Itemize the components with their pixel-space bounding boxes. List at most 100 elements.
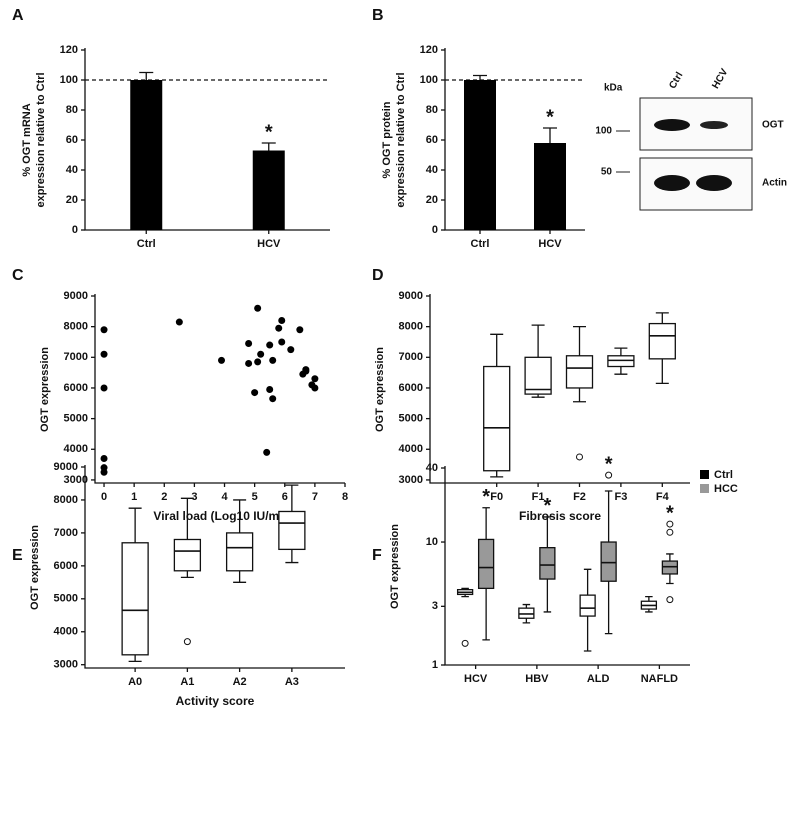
x-tick-label: F4: [656, 491, 670, 503]
legend-swatch: [700, 470, 709, 479]
y-tick-label: 5000: [54, 593, 78, 605]
box: [173, 538, 202, 572]
y-tick-label: 7000: [54, 527, 78, 539]
y-tick-label: 40: [426, 164, 438, 176]
whisker-high: [180, 497, 194, 540]
x-tick-label: F0: [490, 491, 503, 503]
whisker-low: [543, 579, 552, 613]
marker-label: 50: [601, 167, 613, 178]
whisker-high: [666, 553, 674, 562]
whisker-high: [573, 326, 586, 356]
y-tick-label: 5000: [399, 413, 423, 425]
x-tick-label: 0: [101, 491, 107, 503]
band: [696, 175, 732, 191]
whisker-high: [655, 312, 669, 324]
whisker-high: [482, 507, 490, 540]
box: [225, 532, 254, 572]
y-tick-label: 8000: [399, 321, 423, 333]
point: [175, 318, 183, 326]
y-tick-label: 6000: [399, 382, 423, 394]
box: [539, 547, 556, 580]
error-bar: [473, 74, 487, 80]
point: [100, 326, 108, 334]
x-tick-label: F1: [532, 491, 545, 503]
point: [269, 356, 277, 364]
y-tick-label: 4000: [399, 443, 423, 455]
x-tick-label: Ctrl: [471, 238, 490, 250]
panel-letter: F: [372, 547, 382, 564]
error-bar: [261, 142, 276, 151]
y-axis-label: OGT expression: [374, 347, 386, 432]
point: [245, 359, 253, 367]
point: [311, 375, 319, 383]
y-tick-label: 120: [60, 44, 78, 56]
whisker-low: [482, 588, 490, 641]
blot-unit: kDa: [604, 83, 623, 94]
y-tick-label: 100: [420, 74, 438, 86]
y-tick-label: 7000: [64, 351, 88, 363]
point: [275, 324, 283, 332]
y-tick-label: 20: [426, 194, 438, 206]
box: [477, 538, 495, 590]
x-tick-label: 6: [282, 491, 288, 503]
panel-letter: B: [372, 7, 384, 24]
y-axis-label: expression relative to Ctrl: [35, 72, 47, 207]
point: [218, 356, 226, 364]
y-tick-label: 3000: [399, 474, 423, 486]
whisker-high: [583, 568, 592, 596]
significance: *: [543, 495, 551, 517]
box: [579, 594, 596, 617]
x-tick-label: HBV: [525, 673, 549, 685]
y-tick-label: 0: [72, 224, 78, 236]
point: [257, 350, 265, 358]
x-tick-label: Ctrl: [137, 238, 156, 250]
y-tick-label: 80: [66, 104, 78, 116]
y-axis-label: expression relative to Ctrl: [395, 72, 407, 207]
y-tick-label: 8000: [64, 321, 88, 333]
y-tick-label: 60: [66, 134, 78, 146]
y-tick-label: 4000: [64, 443, 88, 455]
point: [296, 326, 304, 334]
whisker-low: [285, 549, 299, 564]
band: [654, 175, 690, 191]
x-tick-label: A0: [128, 676, 142, 688]
y-tick-label: 80: [426, 104, 438, 116]
y-tick-label: 20: [66, 194, 78, 206]
y-axis-label: % OGT protein: [381, 101, 393, 178]
outlier: [576, 453, 583, 461]
x-tick-label: 2: [161, 491, 167, 503]
significance: *: [482, 486, 490, 508]
outlier: [666, 520, 674, 528]
box: [121, 542, 149, 656]
bar: [252, 150, 285, 230]
x-tick-label: 4: [221, 491, 228, 503]
point: [278, 338, 286, 346]
point: [254, 358, 262, 366]
outlier: [461, 639, 469, 647]
box: [524, 356, 552, 395]
x-tick-label: F2: [573, 491, 586, 503]
x-tick-label: HCV: [257, 238, 281, 250]
point: [100, 454, 108, 462]
whisker-high: [604, 490, 613, 543]
whisker-low: [490, 470, 504, 478]
error-bar: [139, 71, 154, 80]
x-tick-label: F3: [614, 491, 627, 503]
bar: [130, 80, 163, 230]
y-tick-label: 1: [432, 659, 438, 671]
box: [565, 355, 594, 389]
band: [654, 119, 690, 131]
y-axis-label: % OGT mRNA: [21, 103, 33, 176]
legend-swatch: [700, 484, 709, 493]
whisker-low: [604, 581, 613, 635]
x-tick-label: 8: [342, 491, 348, 503]
bar: [534, 143, 566, 230]
box: [483, 365, 511, 472]
outlier: [183, 638, 191, 646]
panel-letter: C: [12, 267, 24, 284]
whisker-high: [645, 595, 653, 602]
point: [254, 304, 262, 312]
point: [302, 366, 310, 374]
y-tick-label: 100: [60, 74, 78, 86]
whisker-low: [233, 570, 247, 583]
